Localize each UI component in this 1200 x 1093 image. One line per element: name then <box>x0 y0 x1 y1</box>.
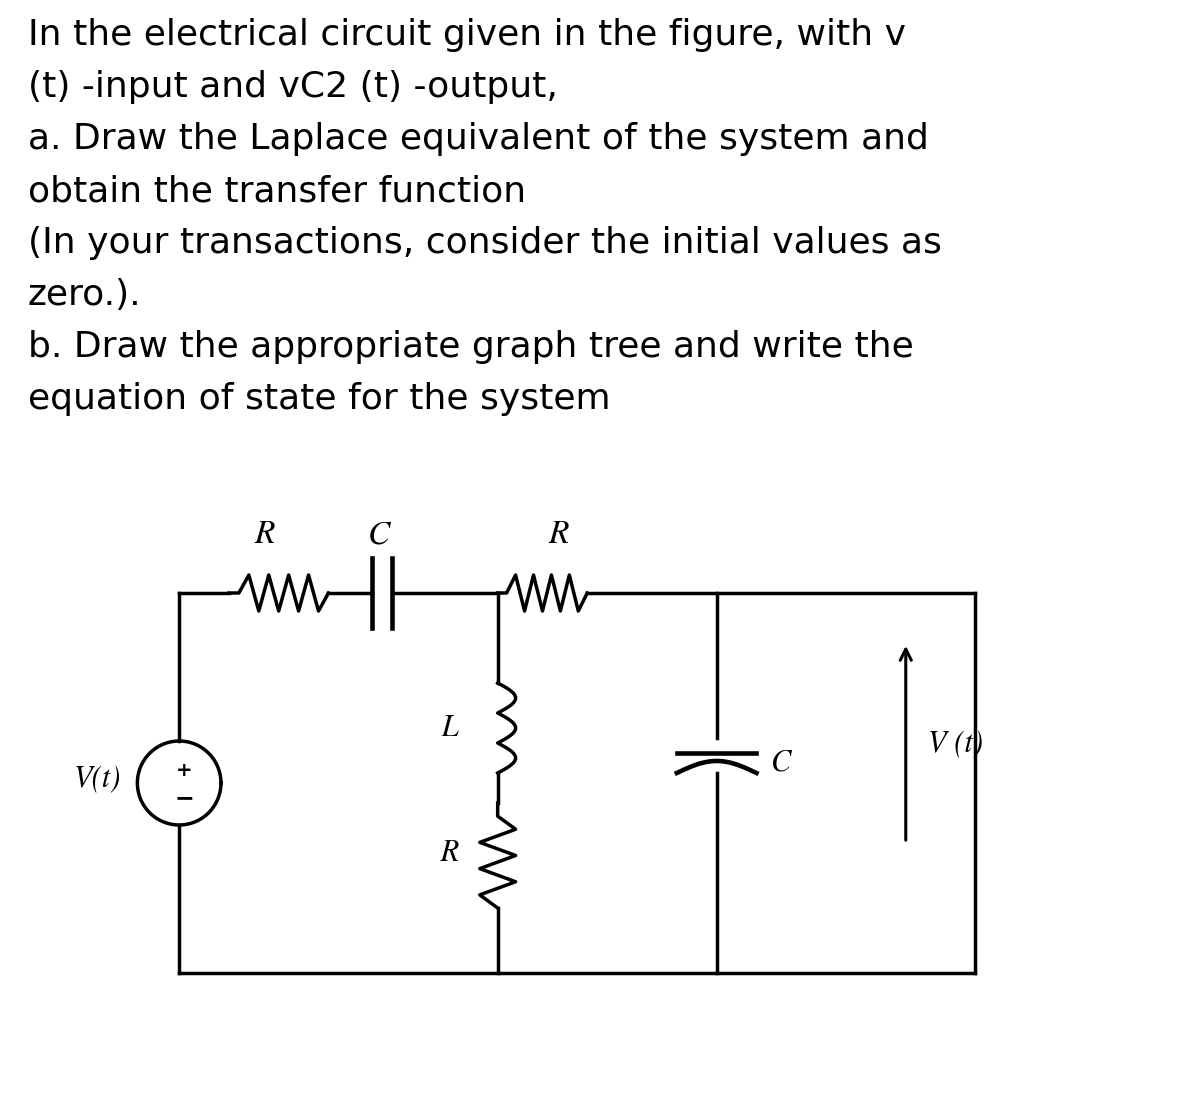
Text: R₂: R₂ <box>254 519 283 550</box>
Text: equation of state for the system: equation of state for the system <box>28 381 611 416</box>
Text: obtain the transfer function: obtain the transfer function <box>28 174 526 208</box>
Text: (t) -input and vC2 (t) -output,: (t) -input and vC2 (t) -output, <box>28 70 558 104</box>
Text: a. Draw the Laplace equivalent of the system and: a. Draw the Laplace equivalent of the sy… <box>28 122 929 156</box>
Text: +: + <box>176 762 192 780</box>
Text: V₂(t): V₂(t) <box>928 729 983 757</box>
Text: b. Draw the appropriate graph tree and write the: b. Draw the appropriate graph tree and w… <box>28 330 913 364</box>
Text: R₃: R₃ <box>548 519 577 550</box>
Text: ⊃R₁: ⊃R₁ <box>433 839 467 867</box>
Text: V(t): V(t) <box>74 764 121 792</box>
Text: In the electrical circuit given in the figure, with v: In the electrical circuit given in the f… <box>28 17 906 52</box>
Text: (In your transactions, consider the initial values as: (In your transactions, consider the init… <box>28 226 942 260</box>
Text: −: − <box>174 786 194 810</box>
Text: C₁: C₁ <box>368 519 398 550</box>
Text: C₂: C₂ <box>772 749 799 777</box>
Text: ⊃L₁: ⊃L₁ <box>433 714 466 742</box>
Text: zero.).: zero.). <box>28 278 142 312</box>
